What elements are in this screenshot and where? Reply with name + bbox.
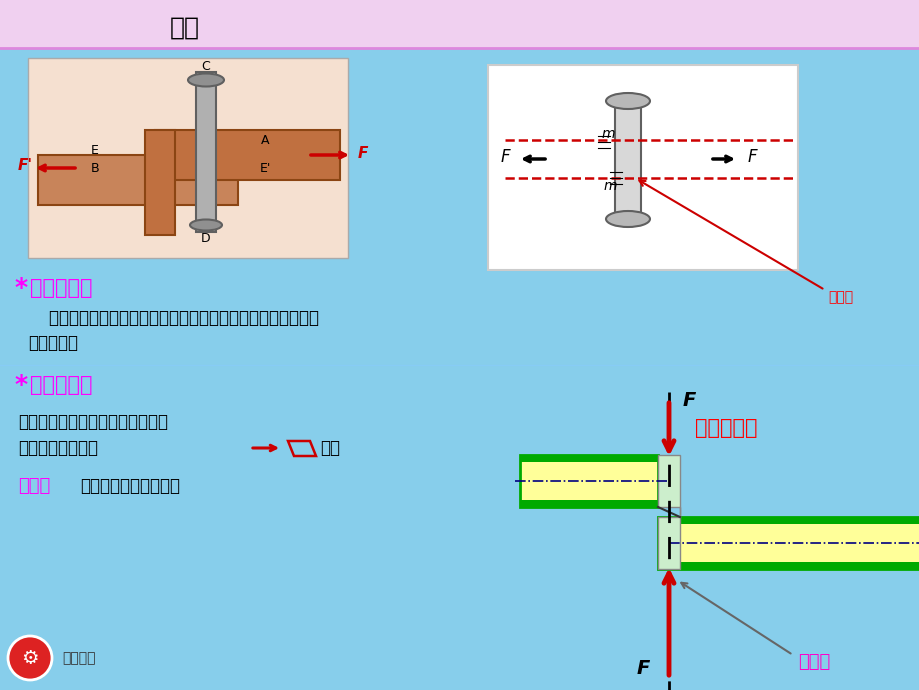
- Bar: [614, 95, 641, 225]
- Text: *: *: [15, 276, 28, 300]
- Bar: [154, 130, 340, 180]
- Text: 相距很近。: 相距很近。: [28, 334, 78, 352]
- Ellipse shape: [190, 219, 221, 230]
- Bar: [196, 72, 216, 232]
- Bar: [0, 0, 919, 48]
- Ellipse shape: [606, 211, 650, 227]
- Text: 搭接: 搭接: [170, 16, 199, 40]
- Polygon shape: [657, 455, 679, 569]
- Text: B: B: [91, 161, 99, 175]
- Bar: [657, 562, 919, 569]
- Text: 单剪：: 单剪：: [18, 477, 51, 495]
- Bar: [28, 58, 347, 258]
- Bar: [145, 130, 175, 235]
- Bar: [519, 455, 657, 507]
- Bar: [487, 65, 797, 270]
- Text: F: F: [682, 391, 696, 409]
- Text: 有一个剪切面的杆件。: 有一个剪切面的杆件。: [80, 477, 180, 495]
- Text: F': F': [18, 157, 33, 172]
- Ellipse shape: [187, 74, 223, 86]
- Text: E: E: [91, 144, 99, 157]
- Circle shape: [8, 636, 52, 680]
- Bar: [657, 517, 919, 569]
- Text: 杆件沿两力之间的截面发生错动，: 杆件沿两力之间的截面发生错动，: [18, 413, 168, 431]
- Bar: [657, 517, 919, 569]
- Text: F: F: [746, 148, 756, 166]
- Text: D: D: [201, 232, 210, 244]
- Text: F: F: [357, 146, 368, 161]
- Text: F: F: [636, 658, 650, 678]
- Bar: [519, 500, 657, 507]
- Text: A: A: [260, 133, 269, 146]
- Bar: [519, 455, 657, 462]
- Text: C: C: [201, 59, 210, 72]
- Text: 材料力学: 材料力学: [62, 651, 96, 665]
- Text: 剪切面: 剪切面: [827, 290, 852, 304]
- Ellipse shape: [606, 93, 650, 109]
- Text: 作用在构件两侧面上的外力合力大小相等、方向相反且作用线: 作用在构件两侧面上的外力合力大小相等、方向相反且作用线: [28, 309, 319, 327]
- Text: 变形特征：: 变形特征：: [30, 375, 93, 395]
- Text: *: *: [15, 373, 28, 397]
- Text: m: m: [603, 179, 616, 193]
- Bar: [38, 155, 238, 205]
- Text: 剪床剪钢板: 剪床剪钢板: [694, 418, 756, 438]
- Text: ）。: ）。: [320, 439, 340, 457]
- Bar: [657, 517, 919, 524]
- Text: 受力特征：: 受力特征：: [30, 278, 93, 298]
- Text: F: F: [500, 148, 509, 166]
- Text: ⚙: ⚙: [21, 649, 39, 667]
- Text: m: m: [601, 127, 614, 141]
- Text: 剪切面: 剪切面: [797, 653, 829, 671]
- Text: 直至破坏（小矩形: 直至破坏（小矩形: [18, 439, 98, 457]
- Bar: [519, 455, 657, 507]
- Text: E': E': [259, 161, 270, 175]
